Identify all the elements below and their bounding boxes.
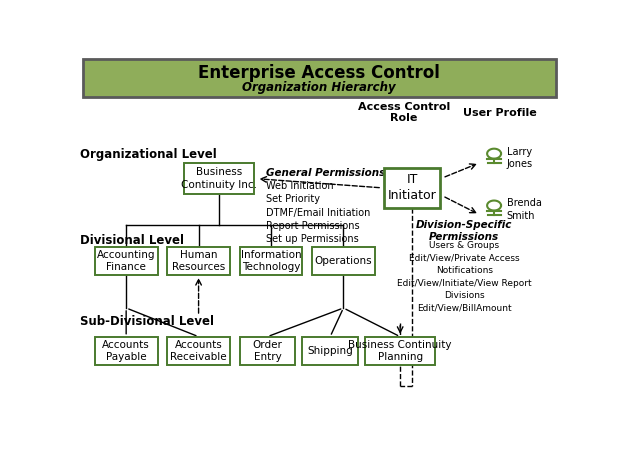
FancyBboxPatch shape [240, 337, 295, 365]
FancyBboxPatch shape [302, 337, 358, 365]
FancyBboxPatch shape [95, 247, 158, 275]
Text: Accounts
Receivable: Accounts Receivable [170, 339, 227, 362]
FancyBboxPatch shape [184, 163, 254, 194]
Text: Larry
Jones: Larry Jones [507, 147, 533, 169]
Text: Organization Hierarchy: Organization Hierarchy [242, 80, 396, 93]
Text: Divisional Level: Divisional Level [80, 234, 184, 247]
Text: Operations: Operations [315, 256, 372, 266]
Text: IT
Initiator: IT Initiator [388, 173, 437, 202]
Text: Division-Specific
Permissions: Division-Specific Permissions [416, 220, 512, 242]
Text: Edit/View/Initiate/View Report: Edit/View/Initiate/View Report [397, 278, 531, 288]
Text: Notifications: Notifications [435, 266, 493, 275]
FancyBboxPatch shape [240, 247, 302, 275]
Text: Access Control
Role: Access Control Role [358, 102, 450, 123]
Text: Set up Permissions: Set up Permissions [266, 234, 359, 244]
Text: Divisions: Divisions [444, 291, 485, 300]
Text: Report Permissions: Report Permissions [266, 221, 360, 231]
FancyBboxPatch shape [312, 247, 375, 275]
FancyBboxPatch shape [167, 337, 230, 365]
Text: Human
Resources: Human Resources [172, 250, 225, 272]
Text: Accounting
Finance: Accounting Finance [97, 250, 155, 272]
Text: Accounts
Payable: Accounts Payable [102, 339, 150, 362]
Text: Organizational Level: Organizational Level [80, 148, 217, 161]
Text: Business
Continuity Inc.: Business Continuity Inc. [181, 167, 257, 190]
FancyBboxPatch shape [83, 59, 556, 97]
Text: Business Continuity
Planning: Business Continuity Planning [348, 339, 452, 362]
Text: General Permissions: General Permissions [266, 168, 386, 178]
Text: Order
Entry: Order Entry [252, 339, 282, 362]
Text: User Profile: User Profile [464, 108, 537, 118]
FancyBboxPatch shape [167, 247, 230, 275]
Text: Web Initiation: Web Initiation [266, 181, 334, 191]
Text: Set Priority: Set Priority [266, 194, 320, 204]
FancyBboxPatch shape [95, 337, 158, 365]
Text: DTMF/Email Initiation: DTMF/Email Initiation [266, 207, 371, 218]
Text: Enterprise Access Control: Enterprise Access Control [198, 64, 440, 82]
Text: Edit/View/BillAmount: Edit/View/BillAmount [417, 304, 511, 313]
FancyBboxPatch shape [365, 337, 435, 365]
FancyBboxPatch shape [384, 168, 440, 208]
Text: Information
Technology: Information Technology [240, 250, 302, 272]
Text: Sub-Divisional Level: Sub-Divisional Level [80, 315, 214, 328]
Text: Edit/View/Private Access: Edit/View/Private Access [409, 254, 520, 263]
Text: Brenda
Smith: Brenda Smith [507, 198, 541, 221]
Text: Users & Groups: Users & Groups [429, 241, 499, 250]
Text: Shipping: Shipping [307, 346, 353, 356]
